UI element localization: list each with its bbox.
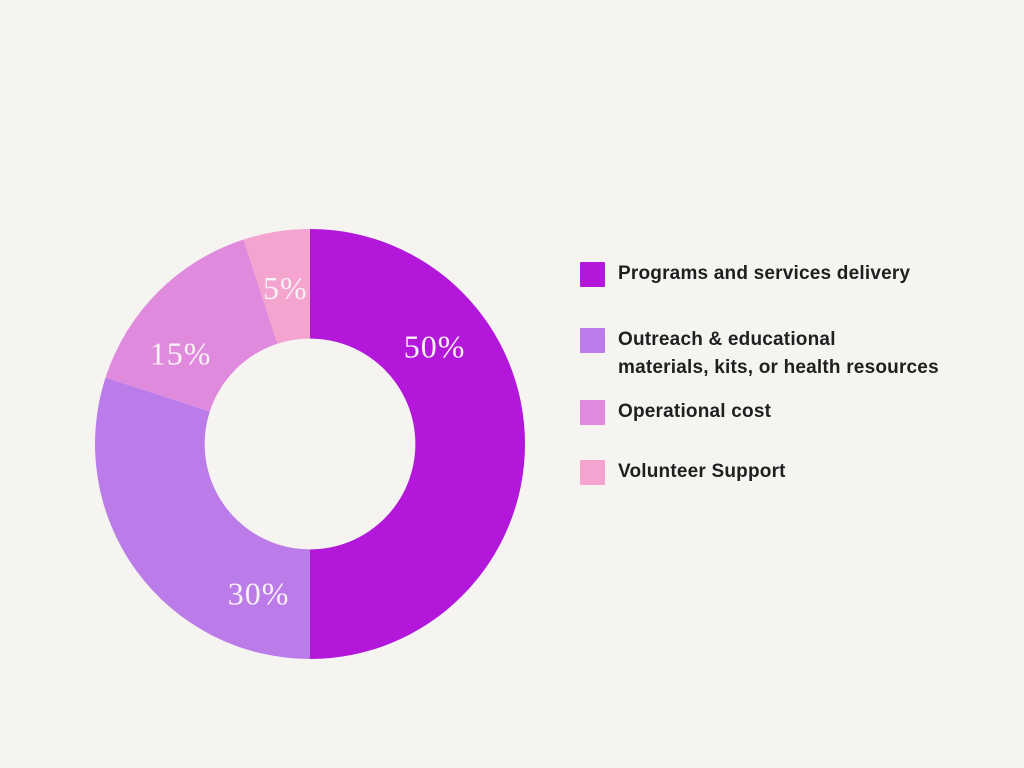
legend-label-operational: Operational cost: [618, 401, 772, 422]
legend-swatch-volunteer: [580, 460, 605, 485]
legend-item-programs: Programs and services delivery: [580, 262, 910, 288]
slice-label-4: 5%: [263, 270, 308, 306]
legend-item-volunteer: Volunteer Support: [580, 460, 786, 486]
legend-label-programs: Programs and services delivery: [618, 263, 911, 284]
legend-label-volunteer: Volunteer Support: [618, 461, 786, 482]
donut-slice-1: [310, 229, 525, 659]
legend-item-outreach: Outreach & educational materials, kits, …: [580, 328, 939, 382]
legend-swatch-operational: [580, 400, 605, 425]
slice-label-2: 30%: [228, 575, 290, 611]
legend-swatch-programs: [580, 262, 605, 287]
legend-item-operational: Operational cost: [580, 400, 771, 426]
donut-chart: 50% 30% 15% 5%: [90, 224, 530, 664]
legend-label-outreach: Outreach & educational materials, kits, …: [618, 329, 939, 378]
donut-chart-svg: 50% 30% 15% 5%: [94, 229, 525, 659]
donut-slice-4: [243, 229, 310, 344]
slice-label-1: 50%: [404, 329, 466, 365]
donut-slice-2: [94, 377, 310, 659]
chart-legend: Programs and services delivery Outreach …: [580, 0, 980, 768]
legend-swatch-outreach: [580, 328, 605, 353]
donut-slice-3: [105, 239, 278, 412]
slice-label-3: 15%: [150, 335, 212, 371]
